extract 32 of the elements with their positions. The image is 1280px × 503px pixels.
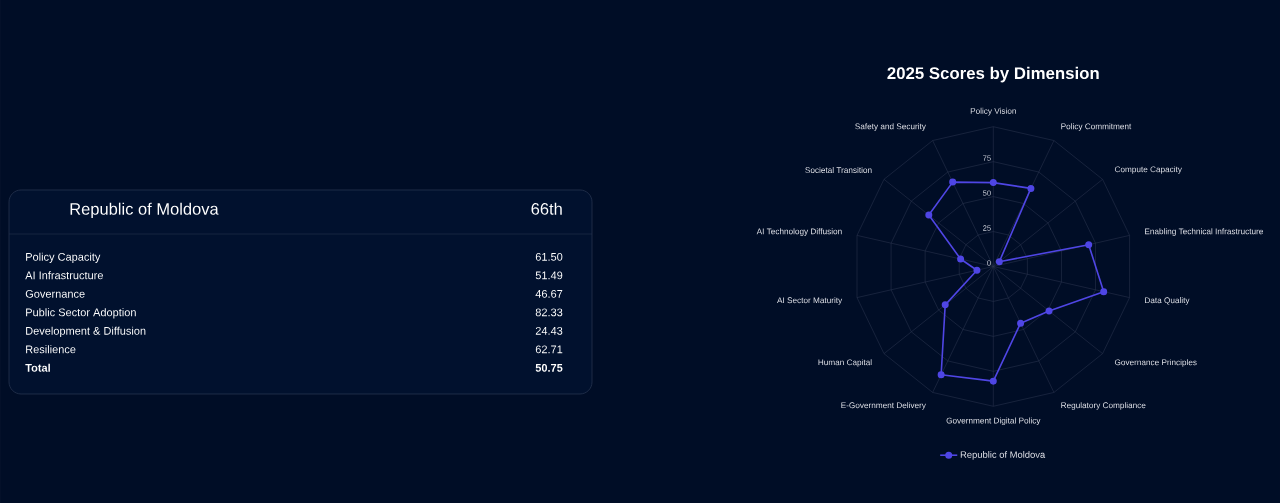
legend-label: Republic of Moldova: [960, 451, 1046, 460]
spoke-label: Human Capital: [818, 359, 872, 367]
spoke-label: Policy Commitment: [1061, 123, 1132, 131]
spoke-label: Governance Principles: [1114, 359, 1197, 367]
text: Republic of Moldova: [70, 202, 219, 219]
chart-title: 2025 Scores by Dimension: [887, 66, 1099, 83]
spoke-label: E-Government Delivery: [841, 402, 926, 410]
text: 66th: [531, 202, 562, 215]
text: 46.67: [535, 289, 563, 298]
spoke-label: Compute Capacity: [1114, 166, 1182, 174]
text: 24.43: [535, 326, 563, 335]
spoke-label: Government Digital Policy: [946, 417, 1041, 426]
text: 50.75: [535, 363, 563, 372]
text: AI Infrastructure: [25, 271, 103, 280]
text: 61.50: [535, 252, 563, 261]
text: Total: [25, 363, 50, 372]
spoke-label: Enabling Technical Infrastructure: [1145, 228, 1263, 236]
text: Governance: [25, 289, 85, 298]
spoke-label: Data Quality: [1145, 297, 1190, 305]
text: 51.49: [535, 271, 563, 280]
spoke-label: Policy Vision: [970, 107, 1016, 116]
text: 82.33: [535, 308, 563, 317]
text: Resilience: [26, 345, 76, 354]
spoke-label: Regulatory Compliance: [1061, 402, 1146, 410]
text: Development & Diffusion: [26, 326, 146, 337]
spoke-label: Societal Transition: [805, 166, 872, 173]
spoke-label: AI Technology Diffusion: [756, 228, 842, 236]
text: Policy Capacity: [26, 252, 101, 263]
text: Public Sector Adoption: [26, 308, 136, 319]
text: 62.71: [535, 345, 563, 354]
spoke-label: AI Sector Maturity: [777, 297, 843, 305]
spoke-label: Safety and Security: [855, 123, 926, 131]
